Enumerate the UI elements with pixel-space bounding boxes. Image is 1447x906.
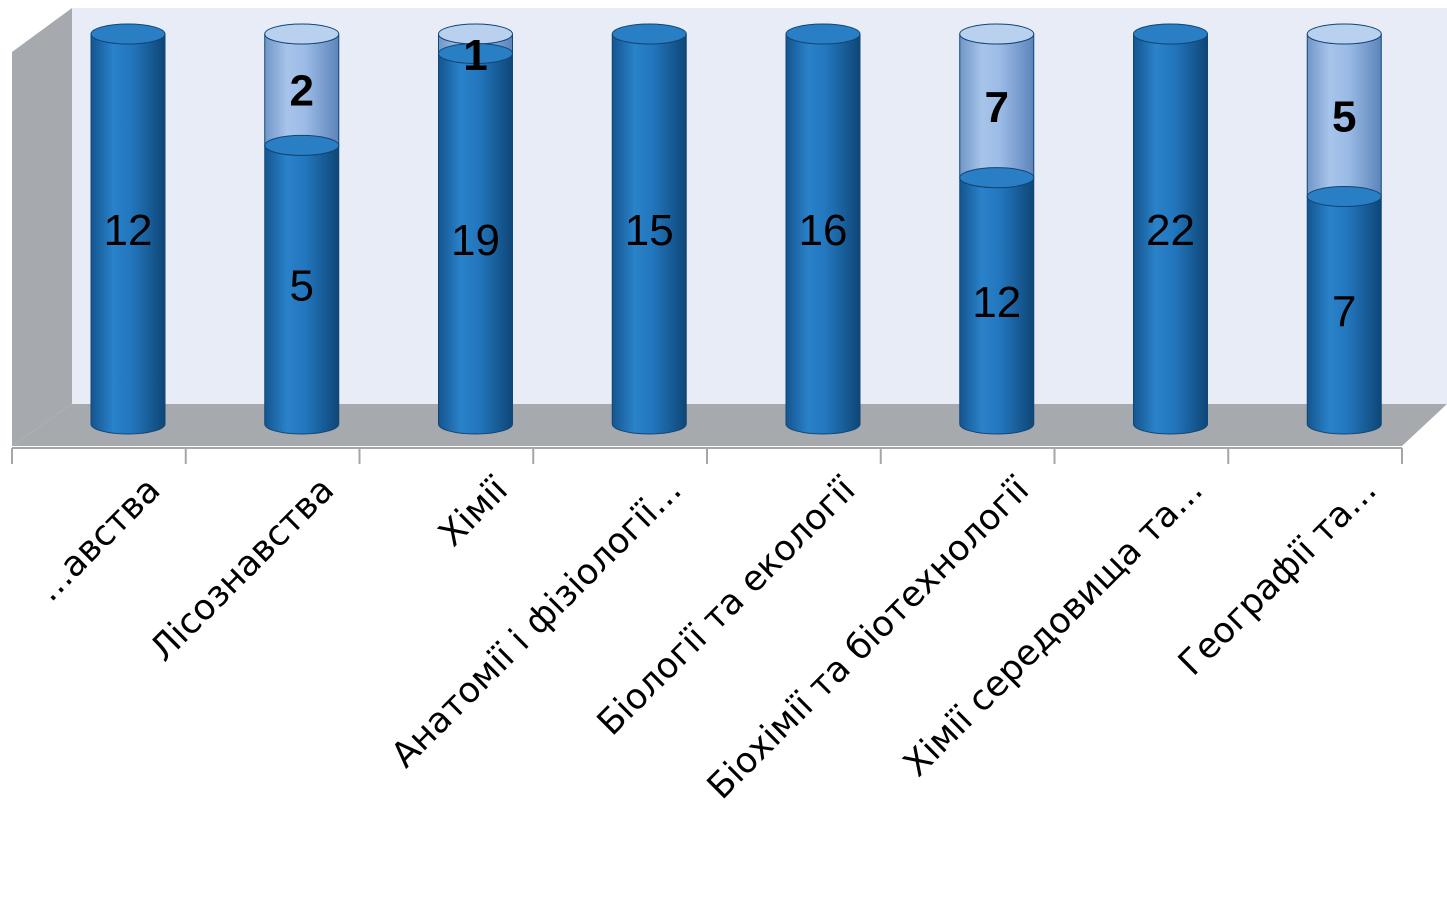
data-label: 7	[1332, 287, 1356, 336]
chart-walls	[12, 8, 1447, 449]
bar-segment-secondary-top-cap	[264, 23, 340, 45]
bar-segment-primary	[611, 23, 687, 435]
data-label: 22	[1146, 206, 1195, 255]
bars	[90, 23, 1382, 435]
category-label: Анатомії і фізіології...	[384, 470, 690, 776]
bar-segment-primary	[1133, 23, 1208, 435]
data-label: 7	[985, 83, 1009, 132]
category-label: Біохімії та біотехнології	[700, 470, 1037, 807]
bar-segment-primary-top-cap	[90, 23, 166, 45]
bar-segment-primary	[438, 43, 513, 435]
data-label: 16	[799, 206, 848, 255]
x-axis-ticks	[11, 448, 1403, 464]
bar-segment-secondary-top-cap	[959, 23, 1035, 45]
bar-segment-primary-top-cap	[1133, 23, 1208, 45]
value-labels: 12 5 2 19 1 15 16 12 7 22 7 5	[104, 31, 1357, 336]
side-wall	[12, 8, 72, 446]
bar-segment-primary	[959, 167, 1035, 435]
data-label: 1	[463, 31, 487, 80]
data-label: 15	[625, 206, 674, 255]
bar-segment-secondary	[264, 23, 340, 156]
data-label: 19	[451, 216, 500, 265]
bar-segment-primary	[264, 134, 340, 435]
data-label: 2	[290, 67, 314, 116]
bar-segment-primary-top-cap	[264, 134, 340, 156]
bar-segment-primary-top-cap	[611, 23, 687, 45]
bar-segment-primary-top-cap	[959, 167, 1035, 189]
bar-segment-secondary-top-cap	[1306, 23, 1382, 45]
category-label: Хімії	[431, 470, 516, 555]
data-label: 12	[972, 278, 1021, 327]
bar-segment-primary-top-cap	[785, 23, 861, 45]
category-label: ...авства	[29, 470, 168, 609]
category-label: Хімії середовища та...	[896, 470, 1211, 785]
bar-segment-primary-top-cap	[438, 43, 513, 64]
category-label: Лісознавства	[143, 470, 342, 669]
bar-segment-secondary	[1306, 23, 1382, 207]
bar-segment-primary	[1306, 186, 1382, 435]
data-label: 5	[1332, 92, 1356, 141]
bar-segment-primary	[90, 23, 166, 435]
bar-segment-primary	[785, 23, 861, 435]
floor	[12, 404, 1447, 446]
back-wall	[72, 8, 1447, 404]
data-label: 5	[290, 262, 314, 311]
bar-segment-secondary	[959, 23, 1035, 189]
bar-segment-primary-top-cap	[1306, 186, 1382, 207]
data-label: 12	[104, 206, 153, 255]
